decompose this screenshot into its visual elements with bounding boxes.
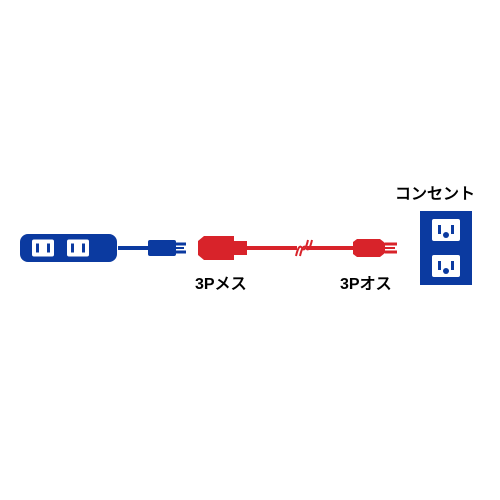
label-outlet: コンセント: [395, 180, 475, 204]
diagram-canvas: [0, 0, 500, 500]
label-3p-male: 3Pオス: [340, 270, 392, 294]
label-3p-female: 3Pメス: [195, 270, 247, 294]
